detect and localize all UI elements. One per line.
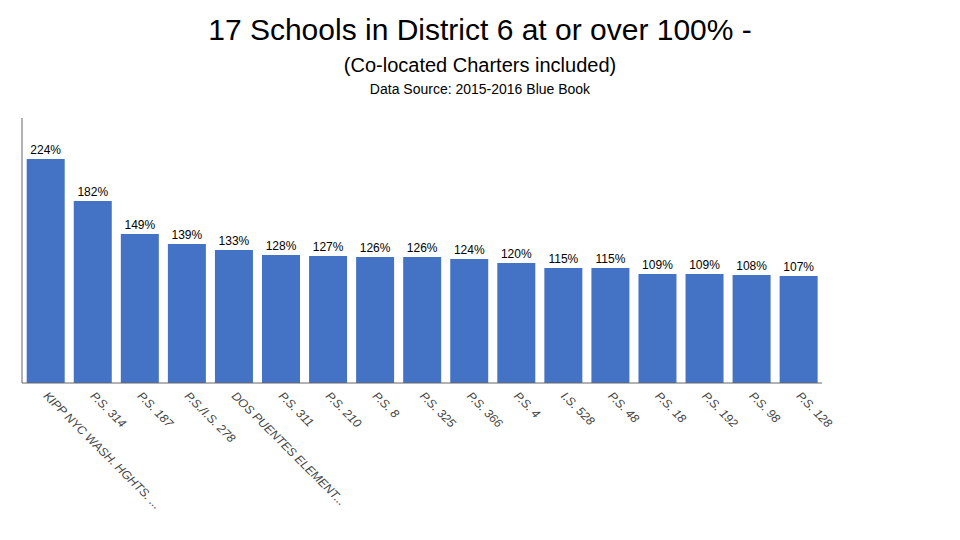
svg-text:P.S. 314: P.S. 314 xyxy=(88,389,130,431)
svg-text:107%: 107% xyxy=(783,260,814,274)
svg-text:109%: 109% xyxy=(689,258,720,272)
svg-text:P.S. 4: P.S. 4 xyxy=(511,389,543,421)
svg-text:126%: 126% xyxy=(360,241,391,255)
svg-text:133%: 133% xyxy=(219,234,250,248)
svg-text:P.S. 366: P.S. 366 xyxy=(464,389,506,431)
svg-text:128%: 128% xyxy=(266,239,297,253)
svg-text:KIPP NYC WASH. HGHTS. ...: KIPP NYC WASH. HGHTS. ... xyxy=(40,388,164,512)
svg-text:109%: 109% xyxy=(642,258,673,272)
svg-text:P.S. 128: P.S. 128 xyxy=(794,389,836,431)
svg-text:P.S. 8: P.S. 8 xyxy=(370,389,402,421)
svg-text:P.S. 48: P.S. 48 xyxy=(605,389,642,426)
svg-text:P.S. 98: P.S. 98 xyxy=(746,389,783,426)
svg-text:182%: 182% xyxy=(77,185,108,199)
html-text:(Co-located Charters included): (Co-located Charters included) xyxy=(343,54,617,76)
svg-text:108%: 108% xyxy=(736,259,767,273)
svg-text:P.S. 187: P.S. 187 xyxy=(135,389,177,431)
svg-text:139%: 139% xyxy=(172,228,203,242)
svg-text:120%: 120% xyxy=(501,247,532,261)
svg-text:P.S./I.S. 278: P.S./I.S. 278 xyxy=(181,388,239,446)
svg-text:DOS PUENTES ELEMENT...: DOS PUENTES ELEMENT... xyxy=(229,389,348,508)
html-text:17 Schools in District 6 at or: 17 Schools in District 6 at or over 100%… xyxy=(208,13,752,46)
svg-text:126%: 126% xyxy=(407,241,438,255)
html-text:Data Source: 2015-2016 Blue Bo: Data Source: 2015-2016 Blue Book xyxy=(369,81,591,97)
svg-text:P.S. 210: P.S. 210 xyxy=(323,389,365,431)
svg-text:124%: 124% xyxy=(454,243,485,257)
svg-text:149%: 149% xyxy=(124,218,155,232)
svg-text:P.S. 192: P.S. 192 xyxy=(699,389,741,431)
svg-text:115%: 115% xyxy=(596,252,626,266)
svg-text:P.S. 311: P.S. 311 xyxy=(276,389,317,430)
svg-text:224%: 224% xyxy=(30,143,61,157)
svg-text:P.S. 325: P.S. 325 xyxy=(417,389,459,431)
svg-text:115%: 115% xyxy=(548,252,578,266)
svg-text:127%: 127% xyxy=(313,240,344,254)
svg-text:I.S. 528: I.S. 528 xyxy=(558,389,597,428)
svg-text:P.S. 18: P.S. 18 xyxy=(652,389,689,426)
